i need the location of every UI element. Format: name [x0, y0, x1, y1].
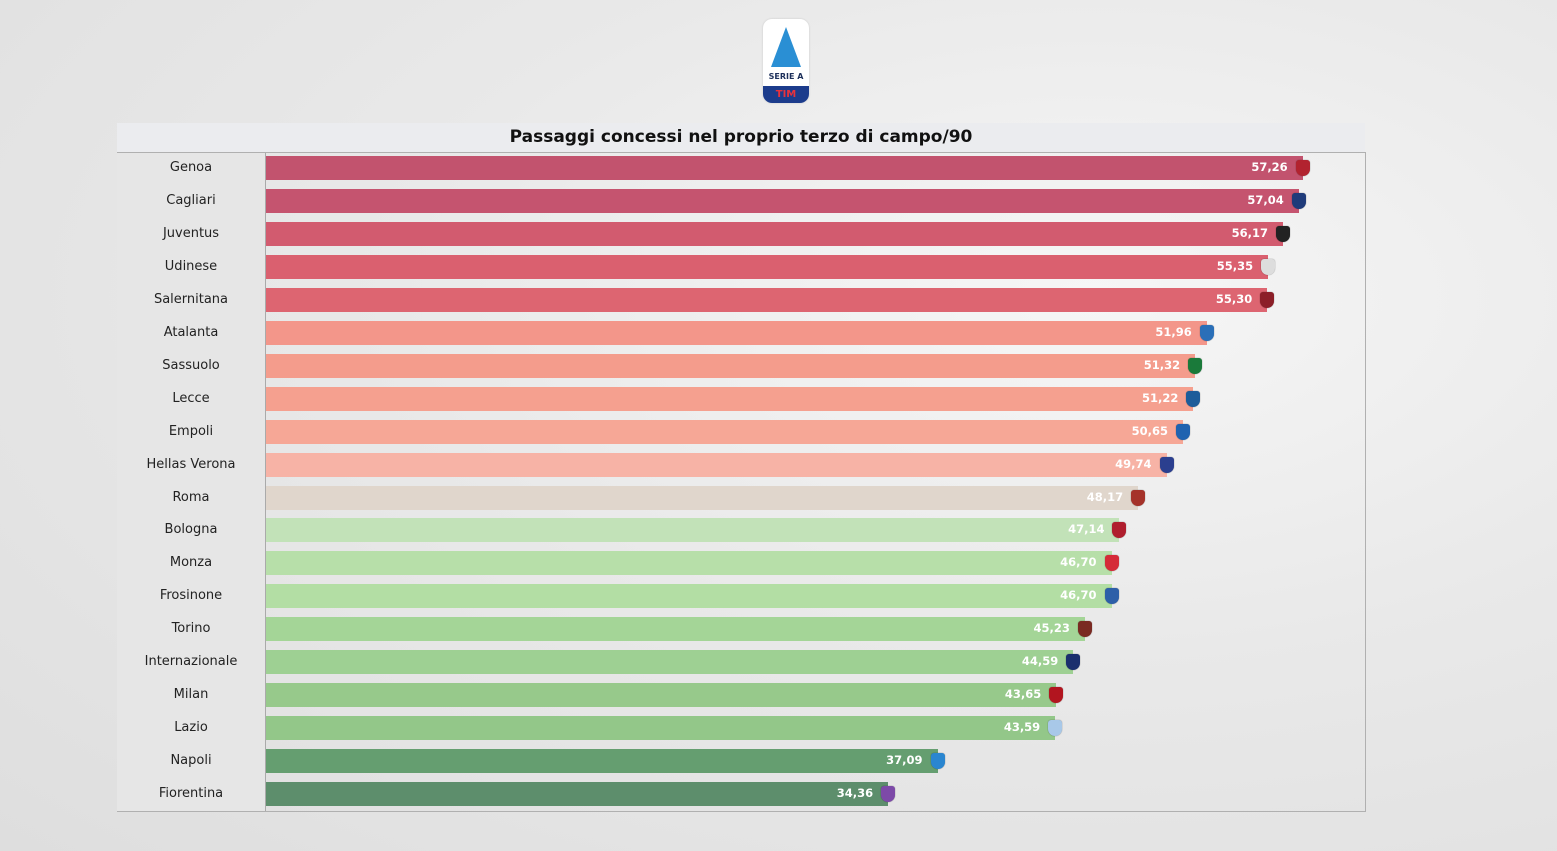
serie-a-logo: SERIE A TIM	[763, 19, 809, 103]
category-label: Monza	[169, 555, 213, 571]
data-label: 55,30	[1215, 291, 1253, 306]
data-label: 57,04	[1247, 192, 1284, 207]
data-label: 51,96	[1155, 324, 1192, 339]
data-label: 51,32	[1143, 357, 1181, 372]
data-label: 34,36	[836, 786, 874, 801]
bar	[266, 518, 1120, 543]
category-label: Internazionale	[144, 654, 238, 670]
data-label: 49,74	[1115, 456, 1152, 471]
bar	[266, 156, 1303, 180]
team-crest-icon	[1261, 258, 1276, 275]
bar	[266, 386, 1194, 411]
team-crest-icon	[1176, 423, 1191, 440]
team-crest-icon	[1104, 588, 1119, 605]
data-label: 43,59	[1003, 720, 1041, 735]
data-label: 46,70	[1060, 588, 1097, 603]
category-label: Atalanta	[163, 324, 219, 340]
category-label: Napoli	[170, 753, 212, 769]
data-label: 57,26	[1251, 160, 1288, 174]
bar	[266, 254, 1269, 279]
team-crest-icon	[1188, 357, 1203, 374]
data-label: 47,14	[1068, 522, 1105, 537]
team-crest-icon	[1104, 555, 1119, 572]
bar	[266, 419, 1184, 444]
category-label: Lazio	[174, 720, 208, 736]
data-label: 56,17	[1231, 225, 1268, 240]
data-label: 55,35	[1216, 258, 1254, 273]
data-label: 43,65	[1004, 687, 1042, 702]
chart-title: Passaggi concessi nel proprio terzo di c…	[509, 127, 973, 147]
team-crest-icon	[1199, 324, 1214, 341]
team-crest-icon	[1260, 291, 1275, 308]
team-crest-icon	[1049, 687, 1064, 704]
category-label: Juventus	[162, 225, 220, 241]
bar	[266, 782, 889, 807]
team-crest-icon	[1186, 390, 1201, 407]
bar	[266, 683, 1057, 708]
category-label: Genoa	[169, 160, 213, 175]
bar	[266, 551, 1112, 576]
team-crest-icon	[1066, 654, 1081, 671]
data-label: 50,65	[1131, 423, 1169, 438]
bar	[266, 650, 1074, 675]
category-label: Fiorentina	[158, 786, 224, 802]
category-label: Bologna	[164, 522, 218, 538]
data-label: 46,70	[1060, 555, 1097, 570]
serie-a-logo-mark	[771, 27, 801, 67]
category-label: Lecce	[172, 390, 210, 406]
category-label: Frosinone	[159, 588, 223, 604]
category-label: Udinese	[164, 258, 218, 274]
bar	[266, 287, 1268, 312]
bar	[266, 485, 1139, 510]
category-label: Salernitana	[153, 291, 229, 307]
bar	[266, 749, 938, 774]
chart-frame	[117, 152, 1366, 812]
team-crest-icon	[1077, 621, 1092, 638]
bar	[266, 584, 1112, 609]
bar	[266, 353, 1196, 378]
category-label: Roma	[172, 489, 210, 505]
category-label: Empoli	[168, 423, 214, 439]
bar	[266, 716, 1056, 741]
category-labels: Genoa Cagliari Juventus Udinese Salernitana A…	[117, 153, 266, 811]
team-crest-icon	[1159, 456, 1174, 473]
team-crest-icon	[1112, 522, 1127, 539]
team-crest-icon	[1275, 225, 1290, 242]
bar	[266, 617, 1085, 642]
bar	[266, 188, 1299, 213]
chart-title-band: Passaggi concessi nel proprio terzo di c…	[117, 123, 1365, 152]
team-crest-icon	[930, 753, 945, 770]
category-label: Cagliari	[166, 192, 216, 208]
data-label: 45,23	[1033, 621, 1070, 636]
team-crest-icon	[1295, 160, 1310, 176]
bar	[266, 320, 1207, 345]
team-crest-icon	[1131, 489, 1146, 506]
category-label: Torino	[171, 621, 211, 637]
team-crest-icon	[881, 786, 896, 803]
team-crest-icon	[1048, 720, 1063, 737]
logo-sponsor: TIM	[763, 86, 809, 103]
category-label: Hellas Verona	[146, 456, 236, 472]
data-label: 51,22	[1141, 390, 1179, 405]
data-label: 44,59	[1021, 654, 1059, 669]
logo-text: SERIE A	[768, 72, 804, 81]
data-label: 48,17	[1086, 489, 1124, 504]
category-label: Milan	[173, 687, 209, 703]
team-crest-icon	[1291, 192, 1306, 209]
category-label: Sassuolo	[162, 357, 220, 373]
data-label: 37,09	[886, 753, 923, 768]
bar	[266, 452, 1167, 477]
bar	[266, 221, 1283, 246]
